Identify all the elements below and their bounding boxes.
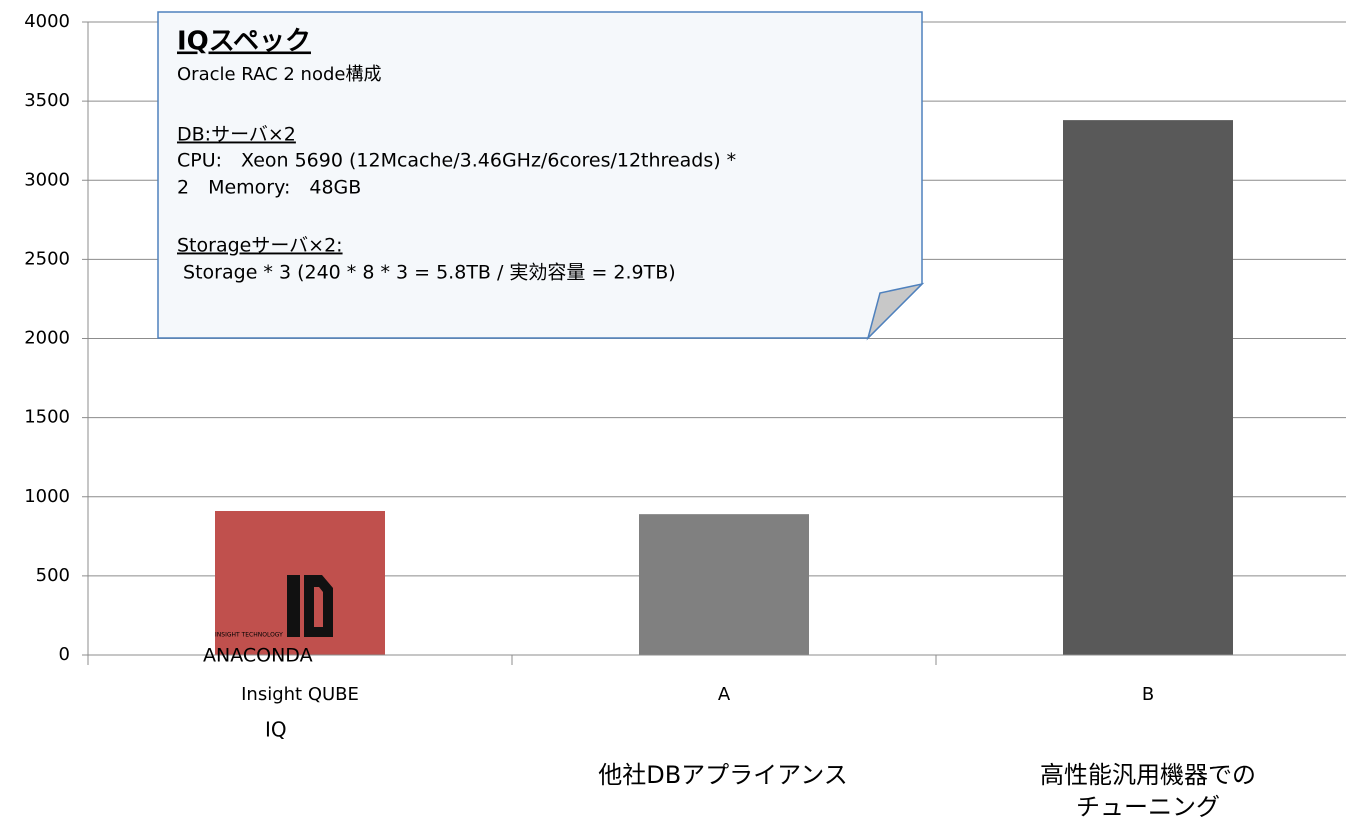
y-tick-label: 2000 [24, 328, 70, 349]
y-tick-label: 1500 [24, 407, 70, 428]
callout-line: Oracle RAC 2 node構成 [177, 64, 381, 85]
callout-line: 2 Memory: 48GB [177, 177, 361, 199]
bar [1063, 120, 1233, 656]
callout-line: CPU: Xeon 5690 (12Mcache/3.46GHz/6cores/… [177, 150, 736, 172]
x-tick-label: A [718, 684, 731, 705]
group-label: 他社DBアプライアンス [598, 761, 848, 789]
callout-line: DB:サーバ×2 [177, 124, 296, 146]
y-tick-label: 3500 [24, 90, 70, 111]
group-label: IQ [265, 718, 287, 742]
callout-line: Storage * 3 (240 * 8 * 3 = 5.8TB / 実効容量 … [177, 262, 676, 284]
y-tick-label: 1000 [24, 486, 70, 507]
x-tick-label: Insight QUBE [241, 684, 359, 705]
callout-box [157, 11, 923, 339]
logo-small-text: INSIGHT TECHNOLOGY [215, 632, 283, 639]
y-tick-label: 2500 [24, 248, 70, 269]
logo: INSIGHT TECHNOLOGY ANACONDA [203, 575, 333, 667]
logo-shape [304, 575, 333, 637]
y-tick-label: 3000 [24, 169, 70, 190]
callout-title: IQスペック [177, 27, 311, 57]
logo-name: ANACONDA [203, 645, 313, 667]
group-label: 高性能汎用機器での [1040, 761, 1256, 789]
y-tick-label: 4000 [24, 11, 70, 32]
y-tick-label: 0 [59, 644, 70, 665]
y-tick-label: 500 [36, 565, 70, 586]
callout-line: Storageサーバ×2: [177, 235, 343, 257]
bar [639, 514, 809, 655]
x-tick-label: B [1142, 684, 1154, 705]
group-label: チューニング [1076, 793, 1220, 821]
callout-fold [866, 282, 925, 341]
callout: IQスペック Oracle RAC 2 node構成 DB:サーバ×2 CPU:… [157, 11, 925, 341]
logo-shape [287, 575, 300, 637]
